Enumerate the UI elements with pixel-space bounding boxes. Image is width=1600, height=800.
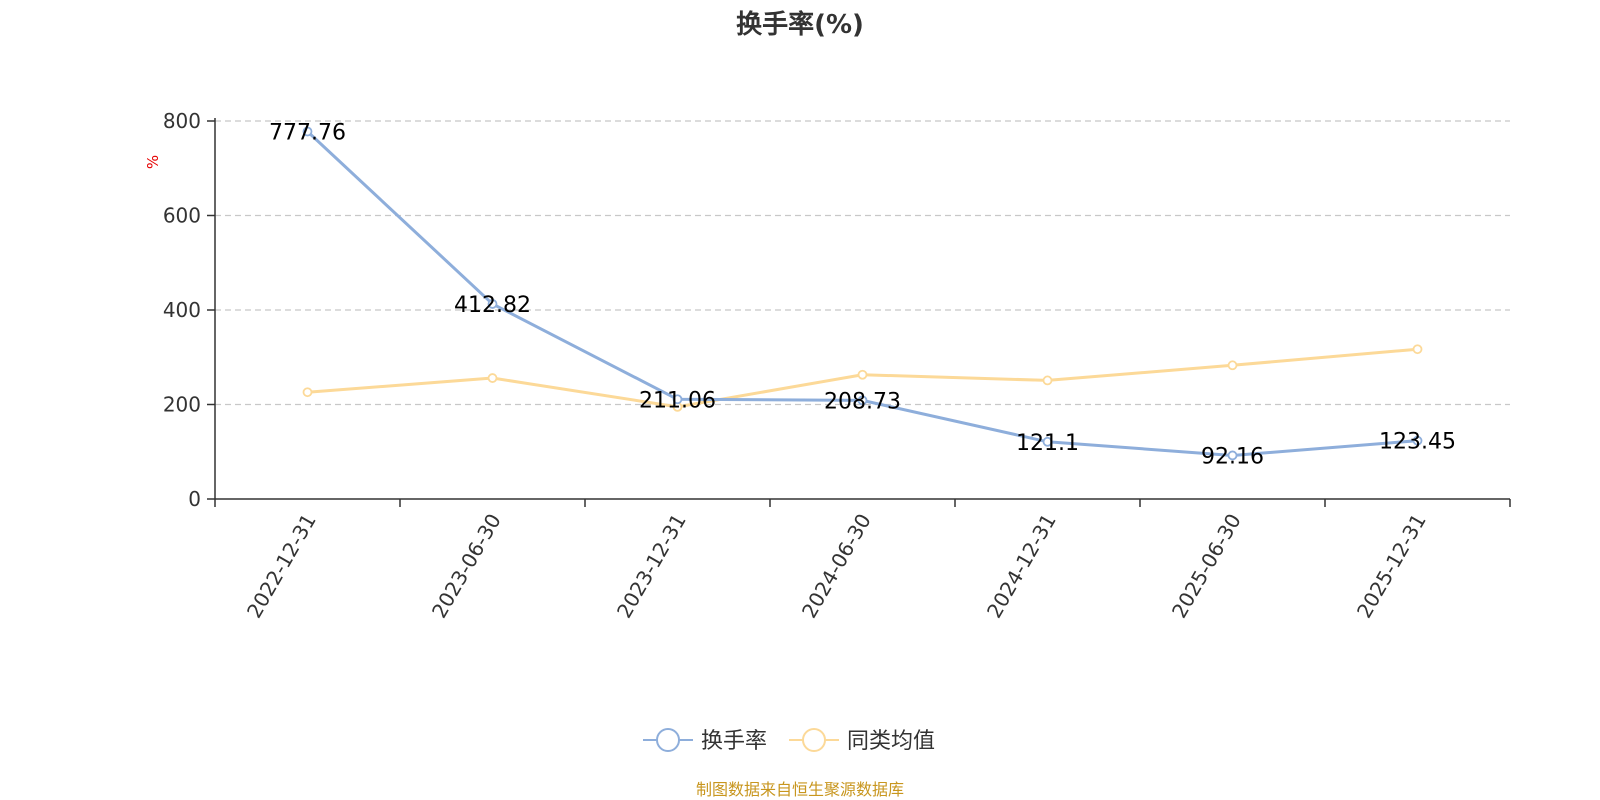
series-point-1	[1412, 435, 1423, 446]
x-tick-label: 2025-06-30	[1167, 510, 1246, 623]
series-point-2	[487, 373, 498, 383]
data-labels: 777.76 412.82 211.06 208.73 121.1 92.16 123.45	[269, 121, 1456, 470]
legend-label-2: 同类均值	[847, 729, 935, 754]
chart-title: 换手率(%)	[736, 9, 864, 40]
y-tick-label: 0	[188, 487, 201, 511]
legend: 换手率 同类均值	[643, 728, 935, 754]
x-tick-label: 2024-12-31	[982, 510, 1061, 623]
series-point-1	[1042, 436, 1053, 447]
data-label: 121.1	[1016, 431, 1079, 456]
x-tick-label: 2023-06-30	[427, 510, 506, 623]
data-label: 412.82	[454, 293, 531, 318]
legend-marker-1	[656, 728, 680, 752]
y-tick-label: 400	[163, 298, 201, 322]
series-point-2	[857, 369, 868, 380]
series-point-1	[672, 394, 683, 405]
data-label: 208.73	[824, 389, 901, 414]
source-note: 制图数据来自恒生聚源数据库	[696, 780, 904, 799]
series-point-1	[857, 395, 868, 406]
y-axis-unit: %	[144, 155, 162, 169]
y-tick-label: 800	[163, 109, 201, 133]
series-point-2	[1042, 375, 1053, 386]
y-tick-label: 600	[163, 204, 201, 228]
grid-lines	[215, 120, 1510, 406]
legend-marker-2	[802, 728, 826, 752]
data-label: 123.45	[1379, 430, 1456, 455]
data-label: 211.06	[639, 388, 716, 413]
x-tick-label: 2025-12-31	[1352, 510, 1431, 623]
series-point-2	[302, 387, 313, 398]
x-tick-label: 2022-12-31	[242, 510, 321, 623]
series-point-1	[1227, 450, 1238, 461]
data-label: 92.16	[1201, 444, 1264, 469]
x-tick-label: 2024-06-30	[797, 510, 876, 623]
x-tick-label: 2023-12-31	[612, 510, 691, 623]
data-label: 777.76	[269, 121, 346, 146]
series-layer	[302, 126, 1423, 461]
series-point-1	[302, 126, 313, 137]
series-point-2	[1227, 360, 1238, 371]
y-tick-label: 200	[163, 393, 201, 417]
series-point-1	[487, 299, 498, 309]
legend-label-1: 换手率	[701, 729, 767, 754]
series-point-2	[1412, 344, 1423, 355]
